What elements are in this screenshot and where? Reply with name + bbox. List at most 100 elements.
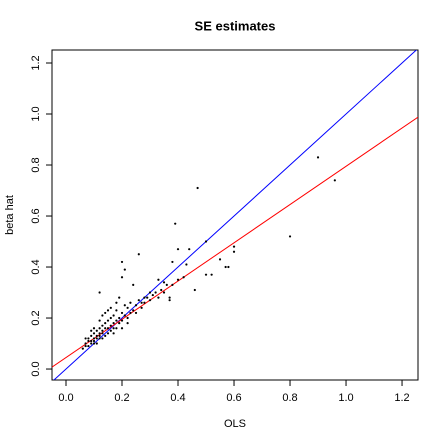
point [134, 311, 138, 315]
point [227, 265, 230, 269]
point [126, 306, 129, 309]
point [92, 342, 96, 345]
point [140, 306, 143, 309]
point [129, 301, 132, 304]
point [104, 327, 107, 330]
x-tick-label: 0.8 [282, 392, 297, 404]
point [92, 339, 96, 343]
point [109, 324, 112, 327]
point [120, 311, 124, 315]
x-tick-label: 0.6 [226, 392, 241, 404]
point [196, 186, 199, 190]
point [143, 301, 146, 304]
point [115, 309, 118, 312]
point [81, 347, 84, 350]
point [109, 329, 112, 332]
point [232, 245, 236, 248]
point [92, 327, 96, 330]
point [132, 283, 135, 286]
point [112, 314, 115, 317]
point [137, 299, 140, 302]
point [109, 306, 112, 309]
y-tick-label: 0.8 [30, 157, 42, 172]
y-tick-label: 1.2 [30, 55, 42, 70]
point [185, 263, 188, 266]
point [204, 240, 208, 243]
x-tick-label: 0.2 [114, 392, 129, 404]
point [165, 283, 168, 286]
point [118, 322, 121, 325]
point [129, 311, 132, 315]
point [87, 337, 90, 340]
point [171, 283, 174, 286]
point [92, 332, 96, 335]
point [104, 334, 107, 337]
point [95, 337, 98, 340]
point [84, 337, 87, 340]
y-axis-label: beta hat [4, 195, 16, 235]
point [148, 291, 152, 294]
plot-area [52, 50, 418, 380]
point [84, 344, 87, 348]
chart-title: SE estimates [195, 18, 276, 33]
point [193, 288, 196, 292]
point [87, 344, 90, 348]
point [168, 296, 171, 299]
point [104, 311, 107, 315]
point [109, 316, 112, 320]
point [106, 319, 110, 322]
point [176, 248, 180, 251]
point [224, 265, 227, 269]
point [115, 301, 118, 304]
point [218, 258, 222, 261]
point [140, 301, 143, 304]
reference-line [53, 50, 418, 380]
point [132, 309, 135, 312]
point [106, 327, 110, 330]
point [146, 296, 149, 299]
y-tick-label: 0.6 [30, 208, 42, 223]
point [112, 332, 115, 335]
point [90, 339, 93, 343]
point [232, 250, 236, 253]
point [171, 260, 174, 264]
point [157, 278, 160, 281]
point [154, 291, 157, 294]
point [98, 327, 101, 330]
y-tick-label: 1.0 [30, 106, 42, 121]
point [126, 322, 129, 325]
point [90, 329, 93, 332]
point [120, 276, 124, 279]
point [333, 179, 336, 182]
point [106, 332, 110, 335]
point [174, 222, 177, 225]
x-axis-label: OLS [224, 418, 246, 430]
point [115, 327, 118, 330]
point [126, 316, 129, 320]
point [101, 329, 104, 332]
y-tick-label: 0.0 [30, 361, 42, 376]
point [182, 276, 185, 279]
point [101, 332, 104, 335]
point [98, 332, 101, 335]
reference-line [52, 116, 418, 368]
point [210, 273, 213, 276]
point [84, 342, 87, 345]
point [160, 288, 163, 292]
point [143, 296, 146, 299]
point [120, 327, 124, 330]
point [104, 322, 107, 325]
point [134, 304, 138, 307]
x-tick-label: 0.0 [58, 392, 73, 404]
x-tick-label: 1.0 [338, 392, 353, 404]
point [123, 304, 126, 307]
point [98, 337, 101, 340]
point [288, 235, 292, 238]
point [92, 337, 96, 340]
point [95, 329, 98, 332]
point [204, 273, 208, 276]
point [123, 268, 126, 271]
point [148, 299, 152, 302]
point [120, 260, 124, 264]
